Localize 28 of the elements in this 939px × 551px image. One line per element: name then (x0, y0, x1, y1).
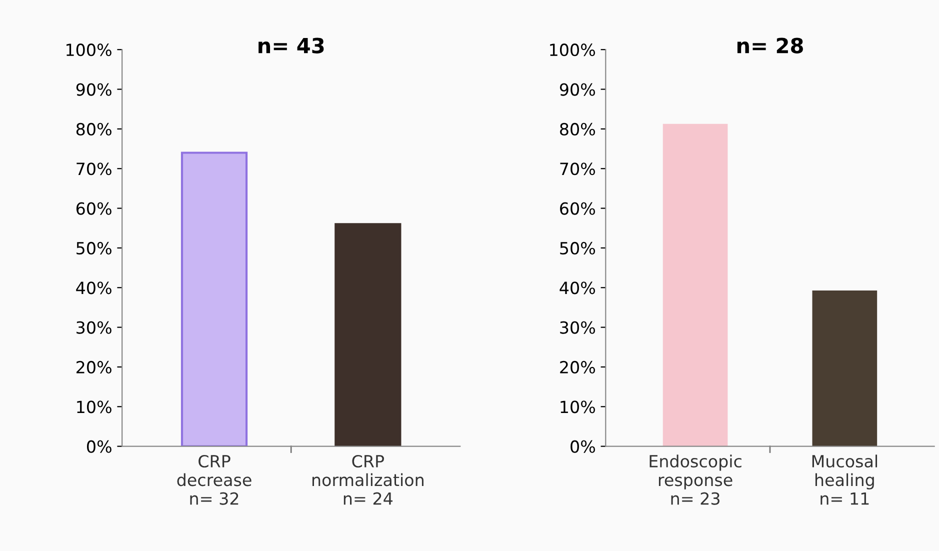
chart-title: n= 28 (737, 38, 803, 54)
y-tick-label: 40% (76, 282, 112, 294)
y-tick-label: 60% (76, 202, 112, 215)
y-tick-label: 90% (76, 83, 112, 96)
x-tick-label: Mucosal healing n= 11 (812, 454, 878, 505)
y-tick-label: 20% (76, 360, 112, 374)
x-tick-label: Endoscopic response n= 23 (650, 454, 742, 505)
x-tick-label: CRP decrease n= 32 (177, 454, 252, 505)
y-tick-label: 30% (76, 321, 112, 334)
y-tick-label: 10% (560, 400, 596, 414)
y-tick-label: 100% (66, 44, 112, 56)
y-tick-label: 10% (77, 400, 112, 414)
y-tick-label: 50% (76, 242, 112, 255)
y-tick-label: 90% (560, 83, 596, 96)
y-tick-label: 50% (560, 242, 596, 255)
chart-title: n= 43 (258, 38, 324, 54)
y-tick-label: 70% (76, 162, 112, 176)
y-tick-label: 100% (550, 44, 596, 56)
y-tick-label: 30% (560, 321, 596, 334)
y-tick-label: 80% (76, 122, 112, 136)
y-tick-label: 0% (87, 440, 112, 453)
y-tick-label: 20% (560, 360, 596, 374)
y-tick-label: 40% (560, 282, 596, 294)
y-tick-label: 0% (570, 440, 596, 453)
y-tick-label: 70% (560, 162, 596, 176)
x-tick-label: CRP normalization n= 24 (312, 454, 424, 505)
y-tick-label: 80% (560, 122, 596, 136)
y-tick-label: 60% (560, 202, 596, 215)
